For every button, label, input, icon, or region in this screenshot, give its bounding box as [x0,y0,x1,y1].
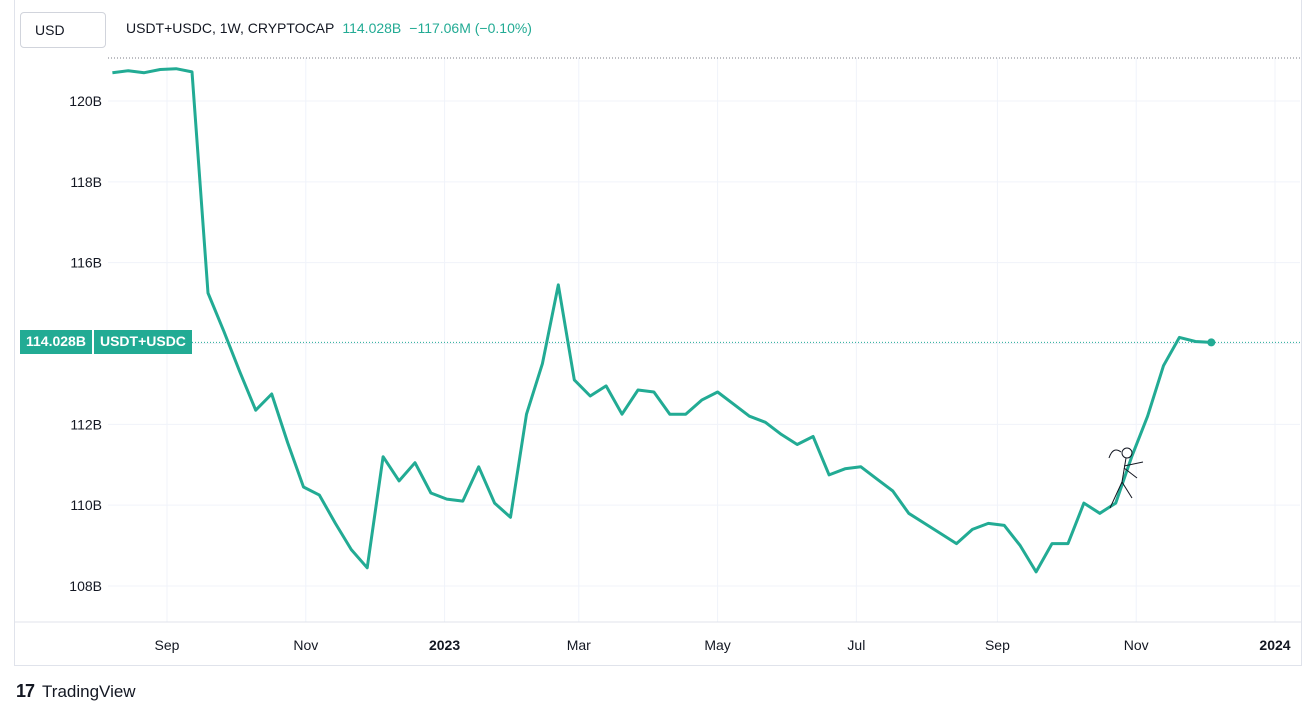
chart-legend: USDT+USDC, 1W, CRYPTOCAP 114.028B −117.06M… [126,20,532,36]
x-tick-label: Sep [985,637,1010,653]
last-price-tag: 114.028B USDT+USDC [20,330,192,354]
y-tick-label: 110B [70,497,102,513]
x-tick-label: 2024 [1259,637,1290,653]
y-tick-label: 116B [70,255,102,271]
last-price-value: 114.028B [20,330,92,354]
y-tick-label: 112B [70,416,102,432]
last-price-series-name: USDT+USDC [93,330,192,354]
last-point [1207,338,1216,347]
y-tick-label: 118B [70,174,102,190]
x-tick-label: May [704,637,730,653]
currency-selector[interactable]: USD [20,12,106,48]
x-tick-label: Nov [1124,637,1149,653]
chart-frame [14,0,1302,666]
stick-figure-icon [1108,447,1144,509]
x-tick-label: Nov [293,637,318,653]
series-line [112,67,1212,574]
x-tick-label: Sep [155,637,180,653]
brand-name: TradingView [42,681,136,701]
tradingview-brand[interactable]: 17 TradingView [16,681,136,702]
legend-value: 114.028B [342,20,402,36]
legend-symbol: USDT+USDC, 1W, CRYPTOCAP [126,20,335,36]
x-tick-label: Mar [567,637,591,653]
y-tick-label: 120B [69,93,102,109]
y-tick-label: 108B [69,578,102,594]
x-tick-label: Jul [847,637,865,653]
legend-change: −117.06M (−0.10%) [409,20,532,36]
tradingview-logo-icon: 17 [16,681,35,701]
x-tick-label: 2023 [429,637,460,653]
